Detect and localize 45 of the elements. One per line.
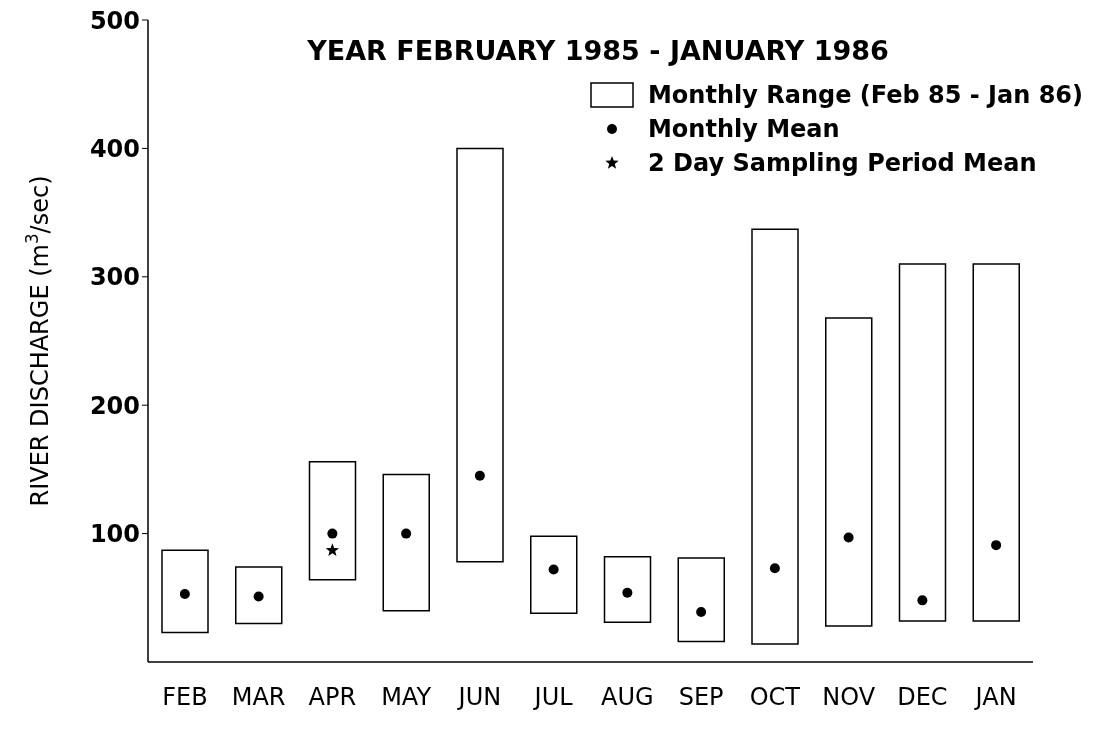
point: [179, 588, 190, 599]
point: [253, 591, 264, 602]
bar: [235, 566, 283, 625]
bar: [972, 263, 1020, 622]
x-tick-label: JAN: [973, 683, 1017, 712]
x-tick-label: APR: [308, 683, 357, 712]
point: [843, 532, 854, 543]
y-tick-label: 500: [89, 6, 140, 35]
bar: [161, 549, 209, 634]
legend-label: Monthly Range (Feb 85 - Jan 86): [647, 81, 1083, 109]
x-tick-label: MAY: [381, 683, 432, 712]
bar: [825, 317, 873, 627]
x-tick-label: AUG: [601, 683, 654, 712]
point: [327, 528, 338, 539]
point: [769, 563, 780, 574]
y-tick-label: 200: [89, 391, 140, 420]
y-tick-label: 300: [89, 263, 140, 292]
point: [401, 528, 412, 539]
x-tick-label: JUL: [532, 683, 574, 712]
x-tick-label: NOV: [822, 683, 876, 712]
text: YEAR FEBRUARY 1985 - JANUARY 1986: [306, 35, 889, 66]
point: [696, 606, 707, 617]
legend-label: Monthly Mean: [647, 115, 840, 143]
x-tick-label: DEC: [897, 683, 948, 712]
bar: [530, 535, 578, 614]
y-tick-label: 400: [89, 134, 140, 163]
x-tick-label: OCT: [749, 683, 801, 712]
y-tick-label: 100: [89, 520, 140, 549]
point: [548, 564, 559, 575]
bar: [751, 228, 799, 645]
bar: [456, 147, 504, 563]
legend-label: 2 Day Sampling Period Mean: [647, 149, 1037, 177]
x-tick-label: JUN: [456, 683, 502, 712]
bar: [382, 473, 430, 612]
x-tick-label: SEP: [678, 683, 724, 712]
bar: [898, 263, 947, 622]
bar: [308, 460, 357, 581]
x-tick-label: FEB: [162, 683, 208, 712]
bar: [677, 557, 725, 643]
point: [474, 470, 485, 481]
point: [917, 595, 928, 606]
point: [622, 587, 633, 598]
x-tick-label: MAR: [231, 683, 286, 712]
point: [991, 540, 1002, 551]
bar: [603, 555, 652, 623]
